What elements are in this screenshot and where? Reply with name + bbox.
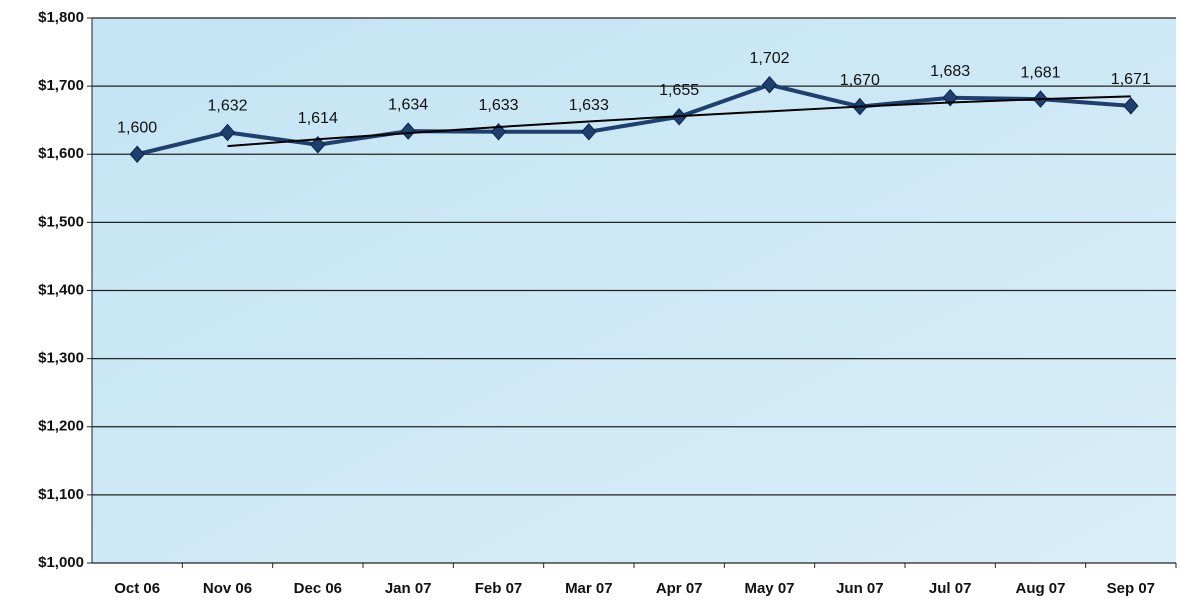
x-tick-label: Jan 07: [385, 580, 432, 597]
data-label: 1,683: [930, 63, 970, 80]
marker: [219, 123, 236, 142]
y-tick-label: $1,600: [38, 145, 84, 162]
marker: [129, 145, 145, 164]
data-label: 1,671: [1111, 71, 1151, 88]
x-tick-label: Sep 07: [1107, 580, 1155, 597]
data-label: 1,614: [298, 110, 338, 127]
data-label: 1,632: [207, 98, 247, 115]
data-label: 1,655: [659, 82, 699, 99]
y-tick-label: $1,400: [38, 281, 84, 298]
marker: [400, 122, 416, 140]
data-label: 1,670: [840, 72, 880, 89]
marker: [761, 76, 778, 94]
data-label: 1,633: [478, 97, 518, 114]
y-tick-label: $1,000: [38, 554, 84, 571]
x-tick-label: Mar 07: [565, 580, 613, 597]
y-tick-label: $1,800: [38, 9, 84, 26]
marker: [310, 135, 326, 154]
data-label: 1,681: [1020, 64, 1060, 81]
series-line: [136, 82, 1131, 157]
x-tick-label: Aug 07: [1015, 580, 1065, 597]
marker: [1123, 97, 1139, 115]
x-tick-label: Oct 06: [114, 580, 160, 597]
x-tick-label: Feb 07: [475, 580, 523, 597]
data-label: 1,600: [117, 119, 157, 136]
data-label: 1,633: [569, 97, 609, 114]
x-tick-label: May 07: [744, 580, 794, 597]
y-tick-label: $1,700: [38, 77, 84, 94]
x-tick-label: Dec 06: [294, 580, 342, 597]
x-tick-label: Jun 07: [836, 580, 884, 597]
trendline: [227, 95, 1131, 148]
data-label: 1,634: [388, 96, 428, 113]
x-tick-label: Jul 07: [929, 580, 972, 597]
x-tick-label: Apr 07: [656, 580, 703, 597]
y-tick-label: $1,200: [38, 418, 84, 435]
x-tick-label: Nov 06: [203, 580, 252, 597]
y-tick-label: $1,500: [38, 213, 84, 230]
marker: [581, 123, 597, 141]
y-tick-label: $1,100: [38, 486, 84, 503]
data-label: 1,702: [749, 50, 789, 67]
y-tick-label: $1,300: [38, 350, 84, 367]
